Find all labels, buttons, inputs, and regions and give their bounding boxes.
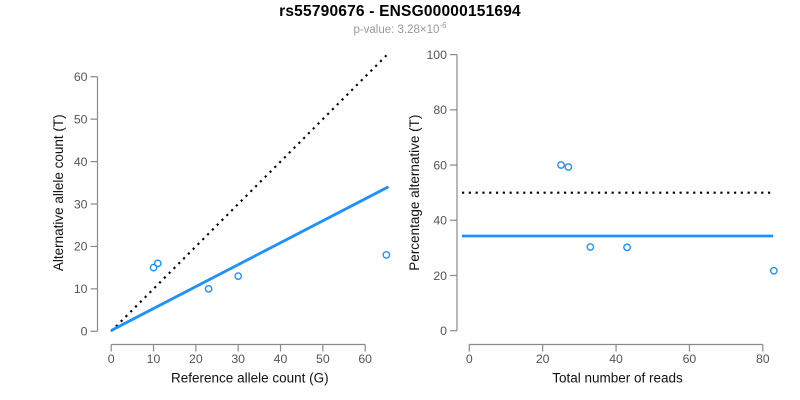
x-axis-title: Total number of reads [552, 371, 683, 386]
allele-counts-plot: 0 10 20 30 40 50 60 0 10 20 30 40 50 60 Reference alle… [51, 53, 391, 386]
x-tick-label: 0 [466, 352, 473, 366]
plot-title: rs55790676 - ENSG00000151694 [279, 3, 521, 20]
pvalue-exponent: -6 [439, 21, 447, 30]
x-tick-label: 50 [316, 352, 330, 366]
y-tick-label: 0 [81, 325, 88, 339]
data-point [204, 284, 213, 293]
data-point [149, 263, 158, 272]
y-tick-label: 20 [433, 269, 447, 283]
y-tick-label: 60 [433, 158, 447, 172]
x-tick-label: 20 [189, 352, 203, 366]
plot-subtitle-pvalue: p-value: 3.28×10-6 [0, 21, 800, 36]
x-tick-label: 10 [147, 352, 161, 366]
identity-line [110, 53, 389, 333]
x-tick-label: 20 [536, 352, 550, 366]
data-point [382, 251, 391, 259]
x-tick-label: 80 [756, 352, 770, 366]
x-tick-label: 0 [108, 352, 115, 366]
x-tick-label: 30 [231, 352, 245, 366]
y-axis-title: Alternative allele count (T) [51, 114, 66, 271]
y-axis-title: Percentage alternative (T) [407, 115, 422, 271]
y-tick-label: 30 [74, 197, 88, 211]
data-point [769, 266, 778, 275]
data-point [153, 259, 162, 268]
x-tick-label: 40 [609, 352, 623, 366]
data-point [557, 161, 565, 169]
y-tick-label: 40 [433, 214, 447, 228]
y-tick-label: 10 [74, 282, 88, 296]
x-tick-label: 60 [683, 352, 697, 366]
x-tick-label: 60 [358, 352, 372, 366]
y-tick-label: 20 [74, 240, 88, 254]
x-axis-title: Reference allele count (G) [171, 371, 329, 386]
fit-line [110, 185, 390, 332]
percentage-alternative-plot: 0 20 40 60 80 100 0 20 40 60 80 Total number of rea… [407, 48, 778, 386]
y-tick-label: 100 [426, 48, 447, 62]
x-tick-label: 40 [274, 352, 288, 366]
pvalue-base: p-value: 3.28×10 [353, 23, 440, 36]
data-point [623, 243, 631, 252]
y-tick-label: 60 [74, 70, 88, 84]
y-tick-label: 50 [74, 112, 88, 126]
y-tick-label: 40 [74, 155, 88, 169]
data-point [586, 243, 595, 251]
data-point [564, 163, 573, 171]
y-tick-label: 80 [433, 103, 447, 117]
data-point [234, 272, 243, 281]
y-tick-label: 0 [440, 324, 447, 338]
